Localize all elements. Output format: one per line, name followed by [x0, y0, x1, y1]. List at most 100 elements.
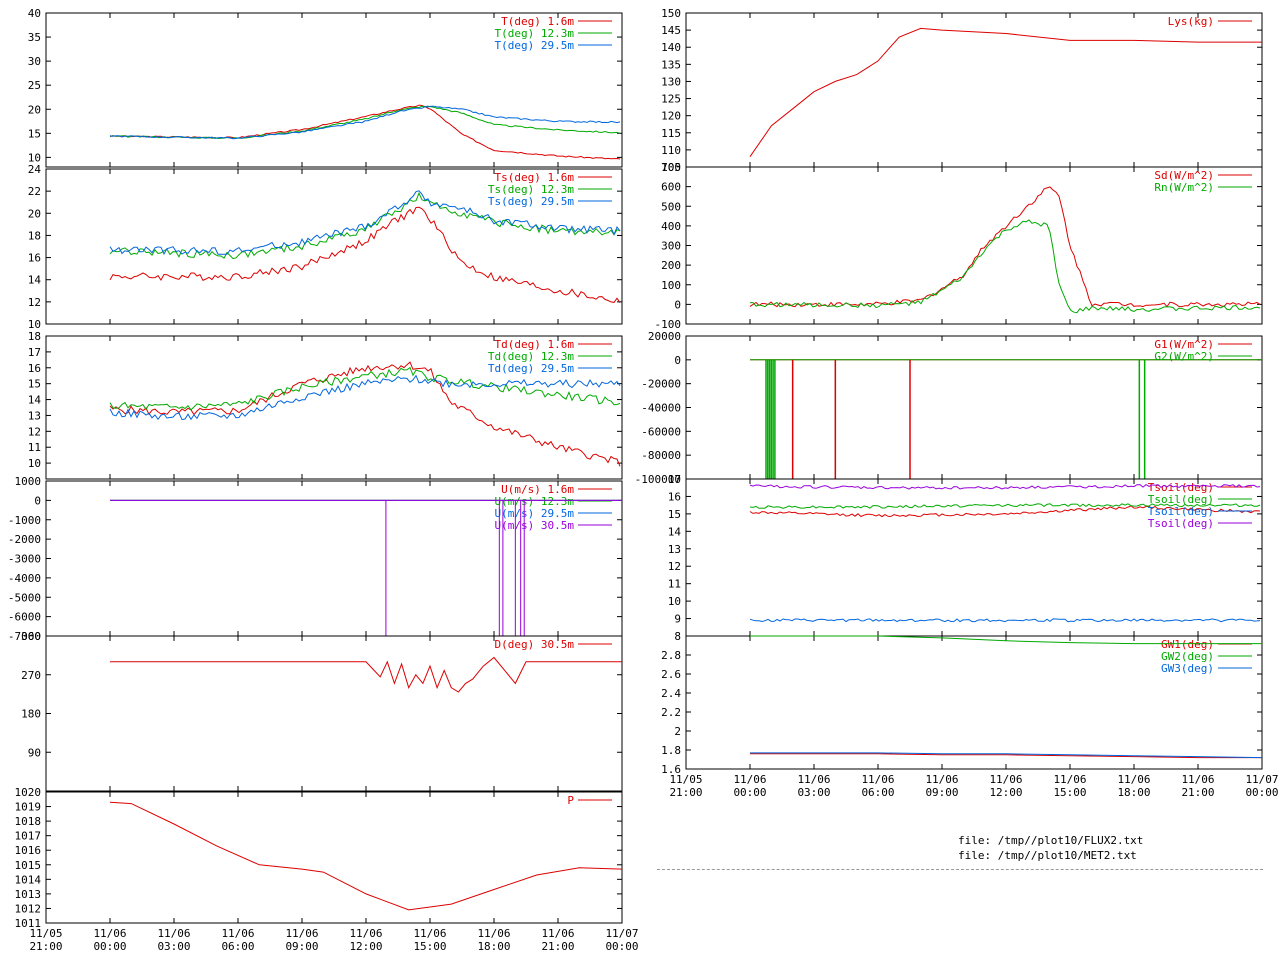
y-tick-label: 10	[28, 457, 41, 470]
panel-temp: 10 15 20 25 30 35 40 T(deg) 1.6mT(deg) 12.3mT(d…	[28, 7, 623, 168]
y-tick-label: 1.8	[661, 744, 681, 757]
x-tick-label: 11/06	[861, 773, 894, 786]
panel-gflux: -100000 -80000 -60000 -40000 -20000 0 20000 G1(…	[635, 330, 1263, 486]
y-tick-label: 1017	[15, 830, 42, 843]
legend-label: GW1(deg)	[1161, 638, 1214, 651]
y-tick-label: 100	[661, 279, 681, 292]
legend-label: U(m/s) 12.3m	[495, 495, 575, 508]
y-tick-label: -6000	[8, 611, 41, 624]
y-tick-label: 360	[21, 630, 41, 643]
legend-label: G1(W/m^2)	[1154, 338, 1214, 351]
series-line-0	[110, 656, 622, 693]
x-tick-label: 03:00	[797, 786, 830, 799]
series-line-1	[109, 366, 621, 411]
y-tick-label: 2.4	[661, 687, 681, 700]
y-tick-label: 400	[661, 220, 681, 233]
y-tick-label: 13	[668, 543, 681, 556]
y-tick-label: 22	[28, 185, 41, 198]
y-tick-label: 14	[28, 394, 42, 407]
x-tick-label: 11/06	[1053, 773, 1086, 786]
legend-label: Sd(W/m^2)	[1154, 169, 1214, 182]
y-tick-label: 17	[28, 346, 41, 359]
legend-label: Ts(deg) 1.6m	[495, 171, 575, 184]
y-tick-label: 10	[28, 151, 41, 164]
x-tick-label: 15:00	[1053, 786, 1086, 799]
x-tick-label: 11/06	[1181, 773, 1214, 786]
plot-frame	[45, 335, 623, 480]
series-line-1	[109, 105, 621, 140]
y-tick-label: -4000	[8, 572, 41, 585]
series-line-0	[109, 361, 621, 467]
x-tick-label: 18:00	[477, 940, 510, 953]
y-tick-label: 270	[21, 669, 41, 682]
y-tick-label: -1000	[8, 514, 41, 527]
y-tick-label: 110	[661, 144, 681, 157]
y-tick-label: 9	[674, 613, 681, 626]
y-tick-label: 120	[661, 110, 681, 123]
legend-label: U(m/s) 30.5m	[495, 519, 575, 532]
y-tick-label: -100000	[635, 473, 681, 486]
legend-label: U(m/s) 1.6m	[501, 483, 574, 496]
y-tick-label: 15	[668, 508, 681, 521]
y-tick-label: 14	[668, 525, 682, 538]
y-tick-label: 0	[34, 494, 41, 507]
legend-label: GW2(deg)	[1161, 650, 1214, 663]
legend-label: Ts(deg) 29.5m	[488, 195, 574, 208]
y-tick-label: 2.8	[661, 649, 681, 662]
y-tick-label: 140	[661, 41, 681, 54]
y-tick-label: 1013	[15, 888, 42, 901]
x-tick-label: 11/06	[157, 927, 190, 940]
plot-frame	[685, 12, 1263, 168]
y-tick-label: -5000	[8, 591, 41, 604]
panel-tsoil: 891011121314151617Tsoil(deg)Tsoil(deg)Ts…	[668, 473, 1263, 643]
y-tick-label: 14	[28, 274, 42, 287]
plot-frame	[45, 791, 623, 924]
y-tick-label: 1014	[15, 873, 42, 886]
x-tick-label: 12:00	[349, 940, 382, 953]
legend-label: U(m/s) 29.5m	[495, 507, 575, 520]
legend-label: Td(deg) 12.3m	[488, 350, 574, 363]
y-tick-label: 500	[661, 200, 681, 213]
x-tick-label: 11/06	[413, 927, 446, 940]
x-tick-label: 21:00	[1181, 786, 1214, 799]
series-line-2	[109, 374, 621, 421]
plot-frame	[45, 12, 623, 168]
y-tick-label: 10	[28, 318, 41, 331]
y-tick-label: 1019	[15, 801, 42, 814]
series-line-0	[749, 27, 1262, 157]
y-tick-label: 145	[661, 24, 681, 37]
x-tick-label: 11/06	[989, 773, 1022, 786]
series-line-0	[109, 104, 621, 160]
y-tick-label: 10	[668, 595, 681, 608]
y-tick-label: 1016	[15, 844, 42, 857]
y-tick-label: 90	[28, 746, 41, 759]
y-tick-label: 2.6	[661, 668, 681, 681]
legend-label: Tsoil(deg)	[1148, 481, 1214, 494]
panel-radiation: -100 0 100 200 300 400 500 600 700 Sd(W/m^2)Rn(W/…	[655, 161, 1263, 331]
y-tick-label: 16	[28, 252, 41, 265]
x-tick-label: 11/06	[349, 927, 382, 940]
legend-label: GW3(deg)	[1161, 662, 1214, 675]
y-tick-label: 1000	[15, 475, 42, 488]
x-tick-label: 11/06	[285, 927, 318, 940]
panel-lys: 105 110 115 120 125 130 135 140 145 150 Lys(kg)	[661, 7, 1263, 174]
x-tick-label: 00:00	[1245, 786, 1278, 799]
series-line-2	[109, 105, 621, 140]
series-line-0	[109, 206, 621, 303]
y-tick-label: -20000	[641, 378, 681, 391]
panel-wind: -7000 -6000 -5000 -4000 -3000 -2000 -1000 0 1000…	[8, 475, 623, 643]
y-tick-label: 1.6	[661, 763, 681, 776]
x-tick-label: 00:00	[733, 786, 766, 799]
legend-label: T(deg) 12.3m	[495, 27, 575, 40]
plot-frame	[45, 168, 623, 325]
y-tick-label: 12	[28, 296, 41, 309]
legend-label: G2(W/m^2)	[1154, 350, 1214, 363]
series-line-1	[749, 503, 1261, 509]
y-tick-label: 15	[28, 127, 41, 140]
y-tick-label: -2000	[8, 533, 41, 546]
series-line-0	[750, 753, 1262, 759]
y-tick-label: 15	[28, 378, 41, 391]
y-tick-label: 13	[28, 409, 41, 422]
